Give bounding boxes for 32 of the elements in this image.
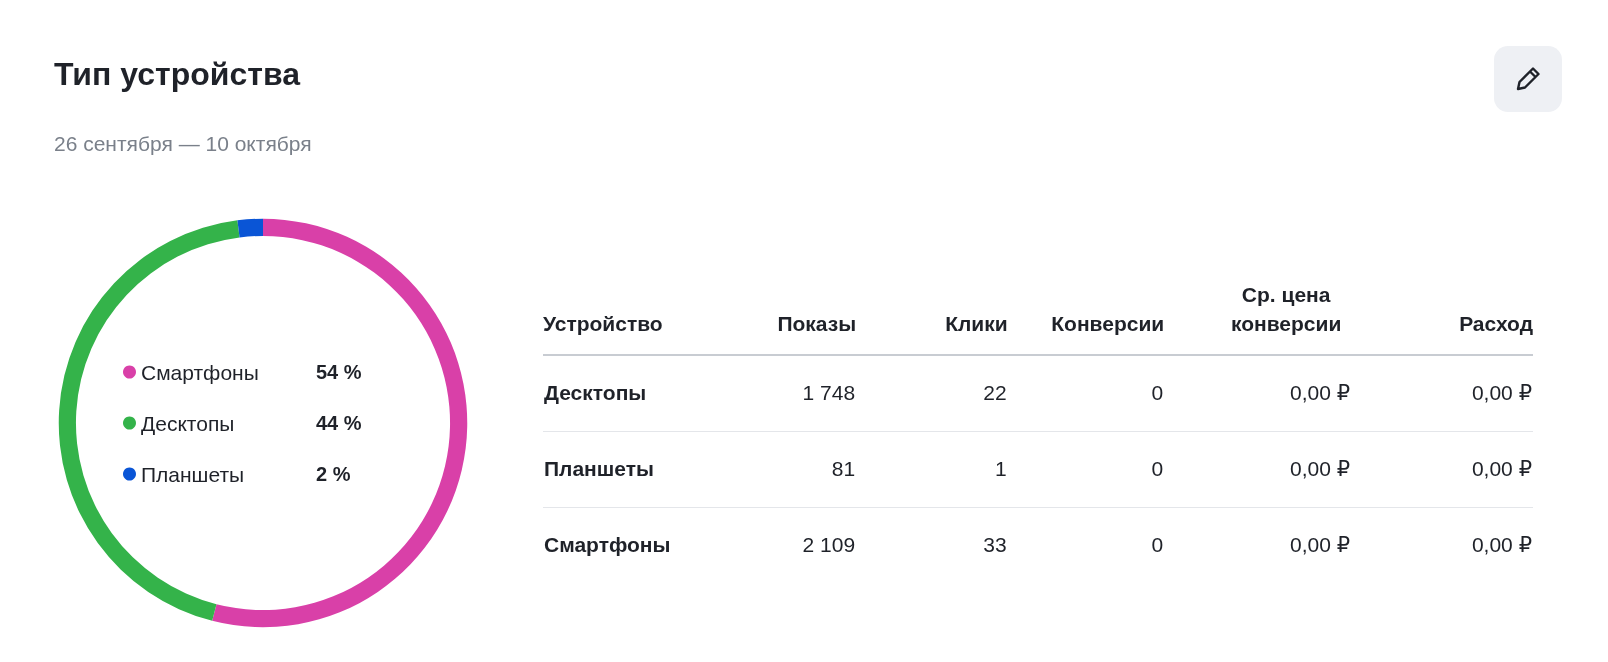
text: 2 109 bbox=[802, 533, 856, 557]
category-label: Планшеты bbox=[544, 457, 654, 480]
category-label: Десктопы bbox=[544, 381, 647, 405]
category-label: Показы bbox=[777, 311, 857, 337]
legend-label: Десктопы bbox=[141, 411, 235, 435]
text: 0,00 ₽ bbox=[1471, 533, 1532, 557]
text: 0 bbox=[1151, 381, 1164, 405]
category-label: Клики bbox=[945, 311, 1008, 337]
category-label: Устройство bbox=[543, 311, 663, 337]
text: 0,00 ₽ bbox=[1290, 381, 1351, 405]
category-label: Конверсии bbox=[1051, 311, 1165, 337]
category-label: Ср. цена конверсии bbox=[1229, 282, 1343, 337]
category-label: Расход bbox=[1459, 311, 1533, 337]
text: 0,00 ₽ bbox=[1290, 457, 1351, 480]
text: 1 748 bbox=[802, 381, 856, 405]
text: 1 bbox=[994, 457, 1007, 480]
chart-title: Тип устройства bbox=[54, 56, 300, 93]
data-label: 54 % bbox=[316, 361, 362, 383]
data-label: 2 % bbox=[316, 463, 351, 485]
text: 81 bbox=[831, 457, 856, 480]
text: 0,00 ₽ bbox=[1290, 533, 1351, 557]
legend-label: Смартфоны bbox=[141, 360, 259, 384]
text: 0 bbox=[1151, 533, 1164, 557]
legend-label: Планшеты bbox=[141, 462, 245, 486]
text: 0 bbox=[1151, 457, 1164, 480]
chart-subtitle: 26 сентября — 10 октября bbox=[54, 132, 312, 156]
data-label: 44 % bbox=[316, 412, 362, 434]
text: 33 bbox=[983, 533, 1007, 557]
text: 0,00 ₽ bbox=[1471, 381, 1532, 405]
text: 22 bbox=[983, 381, 1007, 405]
text: 0,00 ₽ bbox=[1471, 457, 1532, 480]
category-label: Смартфоны bbox=[544, 533, 671, 557]
